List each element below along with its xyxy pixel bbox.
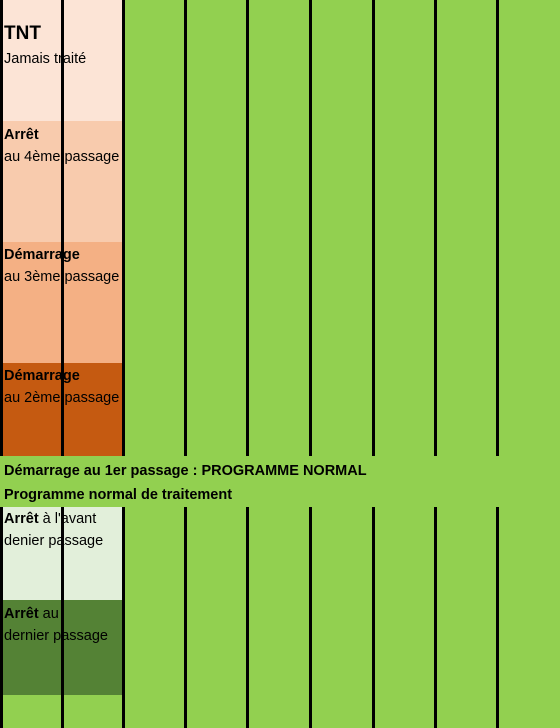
start-2nd-title: Démarrage: [4, 368, 80, 384]
start-3rd-label: Démarrage au 3ème passage: [4, 244, 119, 288]
start-2nd-label: Démarrage au 2ème passage: [4, 365, 119, 409]
stop-last-subtitle-2: dernier passage: [4, 628, 108, 644]
start-3rd-title: Démarrage: [4, 247, 80, 263]
stop-last-label: Arrêt au dernier passage: [4, 603, 108, 647]
row-line-9: [496, 0, 499, 728]
stop-before-last-label: Arrêt à l'avant denier passage: [4, 508, 103, 552]
row-line-8: [434, 0, 437, 728]
tnt-title: TNT: [4, 23, 41, 44]
stop-before-last-subtitle: à l'avant: [38, 511, 97, 527]
start-1st-normal-label: Démarrage au 1er passage : PROGRAMME NOR…: [4, 463, 367, 479]
stop-last-title: Arrêt: [4, 606, 39, 622]
normal-program-band: [0, 456, 560, 507]
start-2nd-subtitle: au 2ème passage: [4, 390, 120, 406]
row-line-5: [246, 0, 249, 728]
row-line-6: [309, 0, 312, 728]
row-line-4: [184, 0, 187, 728]
stop-before-last-title: Arrêt: [4, 511, 39, 527]
start-3rd-subtitle: au 3ème passage: [4, 269, 120, 285]
stop-4th-subtitle: au 4ème passage: [4, 149, 120, 165]
row-line-1: [0, 0, 3, 728]
stop-4th-title: Arrêt: [4, 127, 39, 143]
stop-4th-label: Arrêt au 4ème passage: [4, 124, 119, 168]
stop-last-subtitle: au: [38, 606, 59, 622]
row-line-2: [61, 0, 64, 728]
normal-program-label: Programme normal de traitement: [4, 487, 233, 503]
tnt-subtitle: Jamais traité: [4, 51, 87, 67]
stop-before-last-subtitle-2: denier passage: [4, 533, 104, 549]
row-line-3: [122, 0, 125, 728]
tnt-label: TNT Jamais traité: [4, 20, 86, 70]
row-line-7: [372, 0, 375, 728]
